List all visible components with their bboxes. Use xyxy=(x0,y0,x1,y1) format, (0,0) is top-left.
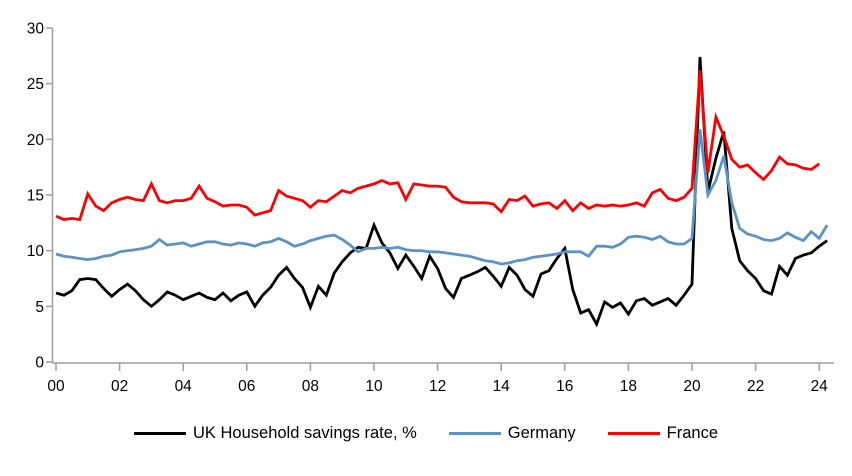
y-tick-label: 0 xyxy=(35,355,44,372)
x-tick-label: 06 xyxy=(238,378,255,395)
france-line-swatch xyxy=(607,432,660,435)
x-tick-label: 14 xyxy=(493,378,511,395)
germany-line-swatch xyxy=(448,432,501,435)
uk-line-swatch xyxy=(134,432,186,435)
y-tick-label: 10 xyxy=(27,243,45,260)
x-tick-label: 12 xyxy=(429,378,446,395)
chart-plot-area: 0 5 10 15 20 25 30 00 02 04 06 08 10 12 14 16 18 20 22 24 xyxy=(27,21,834,395)
germany-line xyxy=(55,129,829,266)
x-tick-label: 00 xyxy=(47,378,65,395)
x-tick-label: 24 xyxy=(811,378,829,395)
x-tick-label: 02 xyxy=(111,378,128,395)
chart-legend: UK Household savings rate, % Germany Fra… xyxy=(0,424,852,443)
legend-label-germany: Germany xyxy=(507,424,576,442)
france-line xyxy=(55,70,821,222)
y-tick-label: 15 xyxy=(27,188,44,205)
x-tick-label: 10 xyxy=(365,378,383,395)
legend-label-uk: UK Household savings rate, % xyxy=(193,424,417,442)
legend-item-germany: Germany xyxy=(448,424,576,443)
y-tick-label: 30 xyxy=(27,21,45,38)
y-tick-label: 5 xyxy=(35,299,44,316)
x-tick-label: 18 xyxy=(620,378,637,395)
y-tick-label: 25 xyxy=(27,76,44,93)
x-tick-label: 04 xyxy=(175,378,193,395)
y-tick-label: 20 xyxy=(27,132,45,149)
legend-item-uk: UK Household savings rate, % xyxy=(134,424,417,443)
x-tick-label: 22 xyxy=(747,378,764,395)
x-tick-label: 16 xyxy=(556,378,573,395)
x-tick-label: 20 xyxy=(683,378,701,395)
legend-item-france: France xyxy=(607,424,718,443)
x-tick-label: 08 xyxy=(302,378,319,395)
legend-label-france: France xyxy=(666,424,718,442)
